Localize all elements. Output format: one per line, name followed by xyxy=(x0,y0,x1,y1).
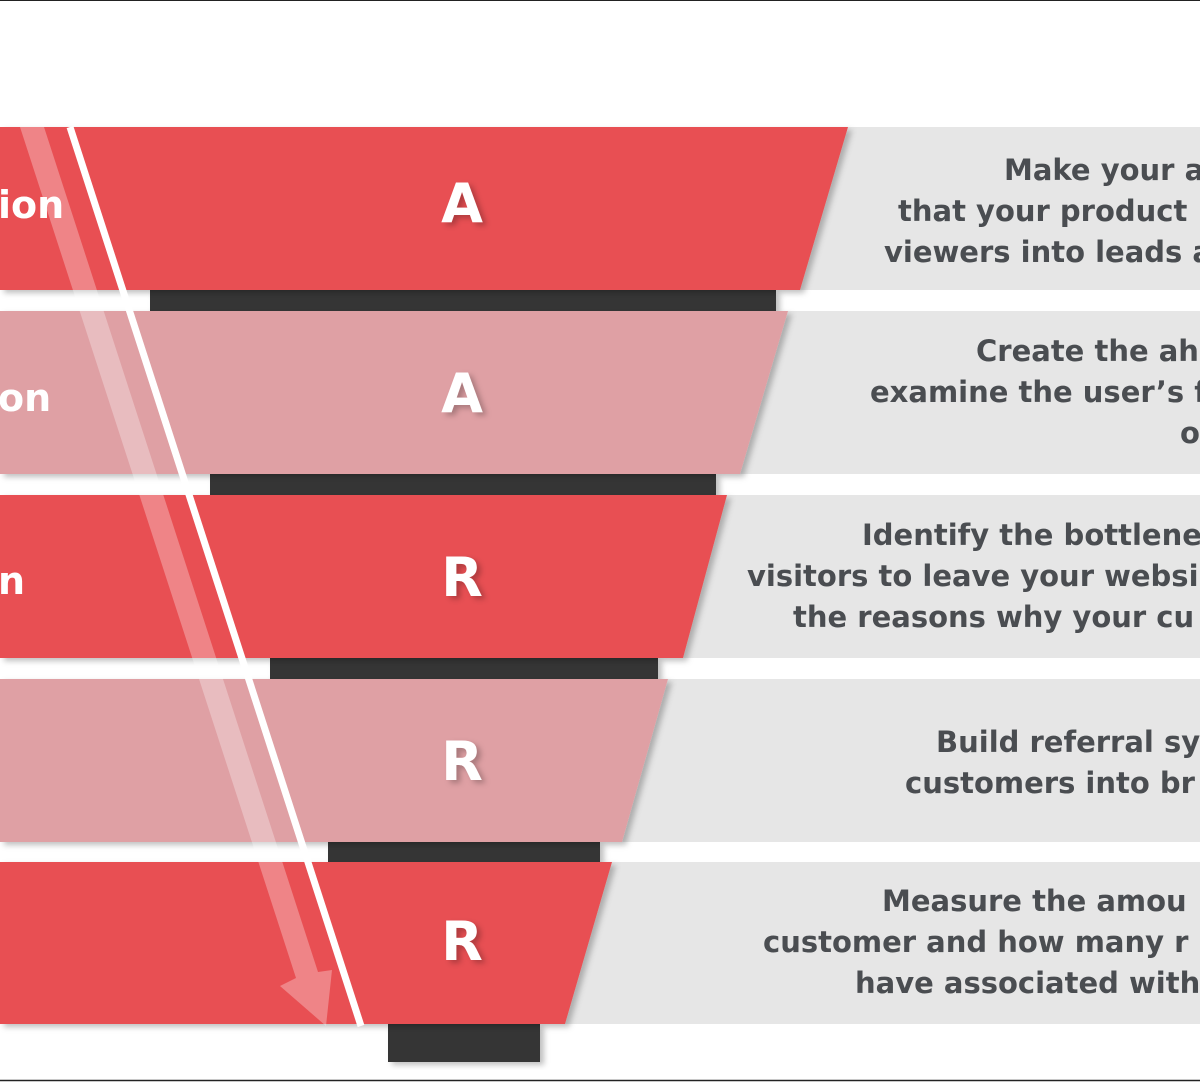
description-panel xyxy=(663,495,1200,658)
stage-description-line: Build referral sy xyxy=(936,725,1200,759)
description-panel xyxy=(780,127,1200,290)
stage-description-line: have associated with xyxy=(855,966,1200,1000)
stage-description-line: Measure the amou xyxy=(882,884,1187,918)
stage-letter: R xyxy=(441,546,483,609)
funnel-stage xyxy=(0,862,1200,1062)
stage-name: n xyxy=(0,559,25,603)
description-panel xyxy=(545,862,1200,1024)
funnel-stage xyxy=(0,127,1200,311)
stage-description-line: Make your a xyxy=(1004,153,1200,187)
stage-description-line: viewers into leads a xyxy=(884,235,1200,269)
stage-name: ion xyxy=(0,183,64,227)
stage-description-line: Identify the bottlene xyxy=(862,518,1200,552)
funnel-stem-band xyxy=(388,1024,540,1062)
funnel-stage xyxy=(0,679,1200,862)
description-panel xyxy=(602,679,1200,842)
funnel-segment xyxy=(0,127,848,290)
funnel-stem-band xyxy=(150,290,776,311)
funnel-segment xyxy=(0,679,668,842)
funnel-stem-band xyxy=(210,474,716,495)
stage-letter: R xyxy=(441,910,483,973)
funnel-segment xyxy=(0,311,788,474)
funnel-divider-line xyxy=(66,125,365,1028)
stage-description-line: customer and how many r xyxy=(763,925,1189,959)
stage-letter: R xyxy=(441,730,483,793)
stage-description-line: examine the user’s f xyxy=(870,375,1200,409)
stage-description-line: that your product xyxy=(898,194,1187,228)
stage-description-line: the reasons why your cu xyxy=(793,600,1194,634)
funnel-segment xyxy=(0,495,727,658)
stage-letter: A xyxy=(441,172,483,235)
stage-name: on xyxy=(0,376,51,420)
description-panel xyxy=(720,311,1200,474)
funnel-stage xyxy=(0,311,1200,495)
flow-arrow xyxy=(20,127,332,1026)
stage-description-line: customers into br xyxy=(905,766,1196,800)
stage-description-line: visitors to leave your websi xyxy=(747,559,1199,593)
stage-description-line: Create the ah xyxy=(976,334,1199,368)
funnel-segment xyxy=(0,862,612,1024)
stage-description-line: o xyxy=(1180,416,1200,450)
funnel-stem-band xyxy=(270,658,658,679)
funnel-stage xyxy=(0,495,1200,679)
funnel-stem-band xyxy=(328,842,600,862)
stage-letter: A xyxy=(441,362,483,425)
